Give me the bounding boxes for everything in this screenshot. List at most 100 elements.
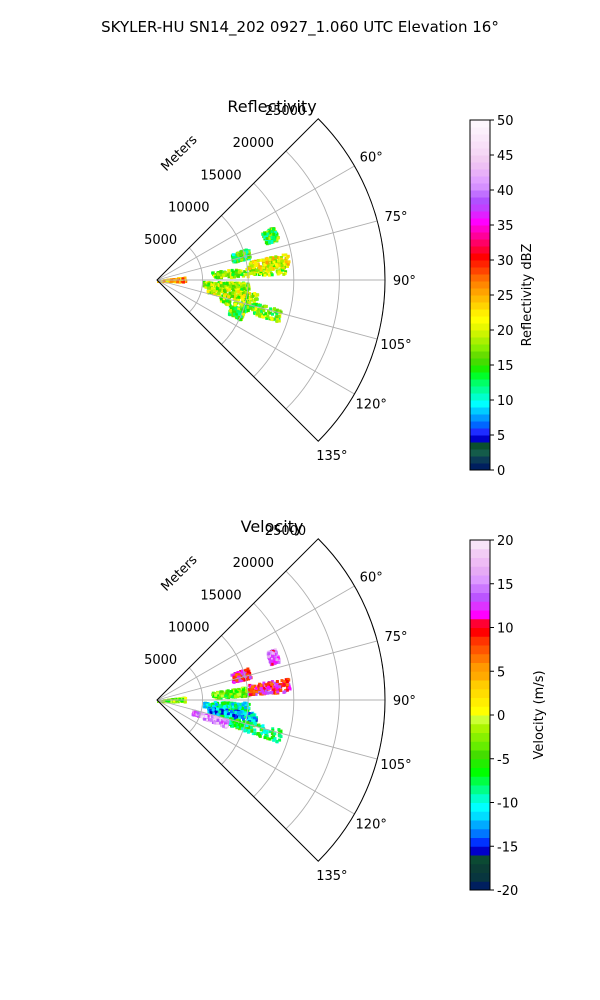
colorbar-cell bbox=[470, 309, 490, 317]
echo-cell bbox=[245, 725, 249, 729]
colorbar-cell bbox=[470, 758, 490, 768]
echo-cell bbox=[222, 724, 226, 728]
echo-cell bbox=[203, 283, 207, 287]
echo-cell bbox=[221, 300, 225, 304]
echo-cell bbox=[257, 684, 261, 688]
echo-cell bbox=[259, 271, 263, 275]
echo-cell bbox=[237, 290, 241, 294]
echo-cell bbox=[245, 252, 249, 256]
echo-cell bbox=[250, 687, 254, 691]
colorbar-tick-label: -20 bbox=[497, 884, 518, 899]
echo-cell bbox=[277, 270, 281, 274]
echo-cell bbox=[222, 273, 226, 277]
echo-cell bbox=[223, 714, 227, 718]
echo-cell bbox=[272, 657, 276, 661]
echo-cell bbox=[248, 717, 252, 721]
echo-cell bbox=[275, 238, 279, 242]
echo-cell bbox=[224, 694, 228, 698]
azimuth-line bbox=[156, 279, 355, 395]
echo-cell bbox=[279, 730, 283, 734]
echo-cell bbox=[275, 319, 279, 323]
echo-cell bbox=[264, 312, 268, 316]
echo-cell bbox=[240, 671, 244, 675]
colorbar-cell bbox=[470, 302, 490, 310]
echo-cell bbox=[241, 710, 245, 714]
echo-cell bbox=[270, 240, 274, 244]
echo-cell bbox=[284, 253, 288, 257]
echo-cell bbox=[238, 272, 242, 276]
sector-frame bbox=[156, 118, 386, 442]
colorbar-cell bbox=[470, 449, 490, 457]
echo-cell bbox=[219, 281, 223, 285]
echo-cell bbox=[236, 711, 240, 714]
echo-cell bbox=[270, 732, 274, 736]
echo-cell bbox=[280, 259, 284, 263]
colorbar-tick-label: 0 bbox=[497, 709, 505, 724]
echo-cell bbox=[255, 297, 258, 301]
echo-cell bbox=[259, 684, 263, 688]
echo-cell bbox=[231, 274, 235, 278]
echo-cell bbox=[247, 714, 251, 718]
azimuth-tick-label: 90° bbox=[393, 274, 416, 289]
echo-cell bbox=[287, 260, 291, 264]
echo-cell bbox=[285, 683, 289, 687]
echo-cell bbox=[236, 695, 240, 699]
azimuth-tick-label: 135° bbox=[316, 449, 347, 464]
echo-cell bbox=[245, 286, 249, 290]
echo-cell bbox=[219, 297, 223, 301]
echo-cell bbox=[277, 259, 281, 263]
colorbar-cell bbox=[470, 211, 490, 219]
echo-cell bbox=[232, 675, 236, 679]
echo-cell bbox=[216, 713, 220, 717]
echo-cell bbox=[226, 273, 230, 277]
colorbar-cell bbox=[470, 204, 490, 212]
echo-cell bbox=[236, 254, 240, 258]
echo-cell bbox=[240, 723, 244, 727]
velocity-title: Velocity bbox=[241, 517, 304, 536]
echo-cell bbox=[226, 715, 230, 719]
echo-cell bbox=[232, 297, 236, 301]
echo-cell bbox=[240, 258, 244, 262]
echo-cell bbox=[257, 303, 261, 307]
echo-cell bbox=[268, 231, 271, 235]
colorbar-cell bbox=[470, 134, 490, 142]
echo-cell bbox=[212, 292, 216, 296]
echo-cell bbox=[220, 724, 224, 728]
echo-cell bbox=[220, 712, 224, 716]
echo-cell bbox=[266, 309, 270, 313]
echo-cell bbox=[282, 262, 286, 266]
echo-cell bbox=[254, 294, 258, 297]
echo-cell bbox=[244, 713, 248, 716]
echo-cell bbox=[223, 711, 227, 715]
echo-cell bbox=[247, 688, 251, 692]
echo-cell bbox=[214, 707, 218, 711]
colorbar-tick-label: 10 bbox=[497, 622, 514, 637]
echo-cell bbox=[268, 258, 272, 262]
echo-cell bbox=[216, 272, 220, 276]
echo-cell bbox=[270, 736, 274, 739]
echo-cell bbox=[272, 738, 276, 742]
azimuth-tick-label: 120° bbox=[356, 818, 387, 833]
echo-cell bbox=[268, 737, 272, 741]
echo-cell bbox=[226, 689, 230, 693]
colorbar-cell bbox=[470, 802, 490, 812]
echo-cell bbox=[245, 268, 249, 271]
echo-cell bbox=[169, 700, 173, 704]
echo-cell bbox=[272, 317, 276, 321]
echo-cell bbox=[259, 258, 263, 262]
range-tick-label: 10000 bbox=[168, 201, 209, 216]
echo-cell bbox=[265, 237, 269, 241]
echo-cell bbox=[265, 734, 269, 738]
colorbar-cell bbox=[470, 127, 490, 135]
echo-cell bbox=[231, 314, 235, 318]
echo-cell bbox=[230, 305, 234, 309]
echo-cell bbox=[238, 707, 242, 711]
echo-cell bbox=[268, 730, 272, 734]
echo-cell bbox=[285, 688, 289, 692]
echo-cell bbox=[230, 673, 234, 677]
echo-cell bbox=[266, 270, 270, 274]
echo-cell bbox=[272, 309, 276, 313]
echo-cell bbox=[247, 726, 251, 729]
echo-cell bbox=[235, 720, 239, 724]
echo-cell bbox=[251, 260, 255, 264]
